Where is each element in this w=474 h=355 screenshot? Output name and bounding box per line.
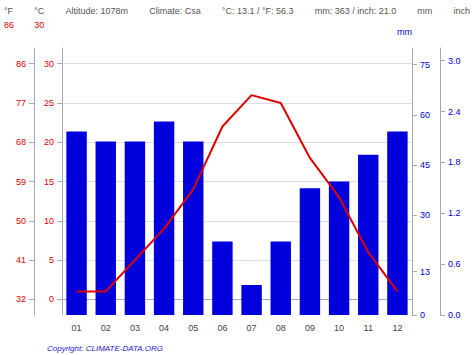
svg-text:0.0: 0.0: [448, 310, 461, 320]
svg-text:15: 15: [44, 177, 54, 187]
svg-text:06: 06: [217, 323, 227, 333]
svg-text:60: 60: [420, 110, 430, 120]
svg-text:02: 02: [101, 323, 111, 333]
svg-text:05: 05: [188, 323, 198, 333]
svg-text:20: 20: [44, 137, 54, 147]
svg-text:2.4: 2.4: [448, 107, 461, 117]
svg-text:mm: mm: [397, 27, 412, 37]
svg-text:41: 41: [16, 255, 26, 265]
svg-text:0: 0: [49, 294, 54, 304]
svg-text:50: 50: [16, 216, 26, 226]
svg-text:Copyright: CLIMATE-DATA.ORG: Copyright: CLIMATE-DATA.ORG: [47, 344, 163, 353]
svg-text:10: 10: [44, 216, 54, 226]
svg-text:10: 10: [334, 323, 344, 333]
svg-text:86: 86: [16, 59, 26, 69]
svg-text:13: 13: [420, 267, 430, 277]
svg-text:mm: 363 / inch: 21.0: mm: 363 / inch: 21.0: [315, 6, 397, 16]
svg-text:Altitude: 1078m: Altitude: 1078m: [65, 6, 128, 16]
svg-text:04: 04: [159, 323, 169, 333]
svg-text:45: 45: [420, 160, 430, 170]
svg-text:0: 0: [420, 310, 425, 320]
svg-text:5: 5: [49, 255, 54, 265]
svg-text:30: 30: [34, 20, 44, 30]
svg-text:30: 30: [420, 210, 430, 220]
svg-text:25: 25: [44, 98, 54, 108]
svg-text:32: 32: [16, 294, 26, 304]
svg-text:59: 59: [16, 177, 26, 187]
svg-text:08: 08: [276, 323, 286, 333]
svg-text:12: 12: [392, 323, 402, 333]
svg-text:3.0: 3.0: [448, 56, 461, 66]
svg-text:0.6: 0.6: [448, 259, 461, 269]
svg-text:°F: °F: [4, 6, 14, 16]
svg-text:Climate: Csa: Climate: Csa: [149, 6, 201, 16]
svg-text:30: 30: [44, 59, 54, 69]
svg-text:01: 01: [72, 323, 82, 333]
svg-text:1.8: 1.8: [448, 157, 461, 167]
svg-text:°C: 13.1 / °F: 56.3: °C: 13.1 / °F: 56.3: [222, 6, 294, 16]
svg-text:1.2: 1.2: [448, 208, 461, 218]
svg-text:mm: mm: [417, 6, 432, 16]
svg-text:86: 86: [4, 20, 14, 30]
svg-text:11: 11: [364, 323, 373, 333]
svg-text:°C: °C: [34, 6, 45, 16]
svg-text:07: 07: [247, 323, 257, 333]
svg-text:68: 68: [16, 137, 26, 147]
svg-text:75: 75: [420, 60, 430, 70]
svg-text:inch: inch: [453, 6, 470, 16]
svg-text:03: 03: [130, 323, 140, 333]
svg-text:77: 77: [16, 98, 26, 108]
svg-text:09: 09: [305, 323, 315, 333]
